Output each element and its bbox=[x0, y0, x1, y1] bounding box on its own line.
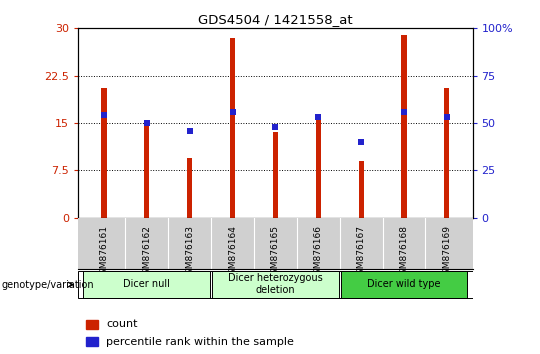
Bar bbox=[144, 122, 150, 218]
Text: GSM876162: GSM876162 bbox=[143, 225, 151, 280]
Text: GSM876161: GSM876161 bbox=[99, 225, 109, 280]
Text: count: count bbox=[106, 319, 137, 329]
Bar bbox=[444, 88, 449, 218]
Text: percentile rank within the sample: percentile rank within the sample bbox=[106, 337, 294, 347]
Bar bbox=[212, 270, 339, 298]
Bar bbox=[84, 270, 210, 298]
Text: Dicer wild type: Dicer wild type bbox=[367, 279, 441, 289]
Text: Dicer heterozygous
deletion: Dicer heterozygous deletion bbox=[228, 273, 323, 295]
Bar bbox=[187, 158, 192, 218]
Text: GSM876168: GSM876168 bbox=[400, 225, 408, 280]
Bar bbox=[359, 161, 363, 218]
Text: GSM876163: GSM876163 bbox=[185, 225, 194, 280]
Text: genotype/variation: genotype/variation bbox=[1, 280, 94, 290]
Bar bbox=[86, 320, 98, 329]
Bar bbox=[86, 337, 98, 346]
Title: GDS4504 / 1421558_at: GDS4504 / 1421558_at bbox=[198, 13, 353, 26]
Bar bbox=[230, 38, 235, 218]
Bar bbox=[341, 270, 467, 298]
Text: GSM876164: GSM876164 bbox=[228, 225, 237, 280]
Bar bbox=[316, 114, 321, 218]
Bar bbox=[273, 132, 278, 218]
Text: Dicer null: Dicer null bbox=[124, 279, 170, 289]
Text: GSM876165: GSM876165 bbox=[271, 225, 280, 280]
Text: GSM876166: GSM876166 bbox=[314, 225, 323, 280]
Bar bbox=[102, 88, 106, 218]
Text: GSM876169: GSM876169 bbox=[442, 225, 451, 280]
Text: GSM876167: GSM876167 bbox=[356, 225, 366, 280]
Bar bbox=[401, 35, 407, 218]
